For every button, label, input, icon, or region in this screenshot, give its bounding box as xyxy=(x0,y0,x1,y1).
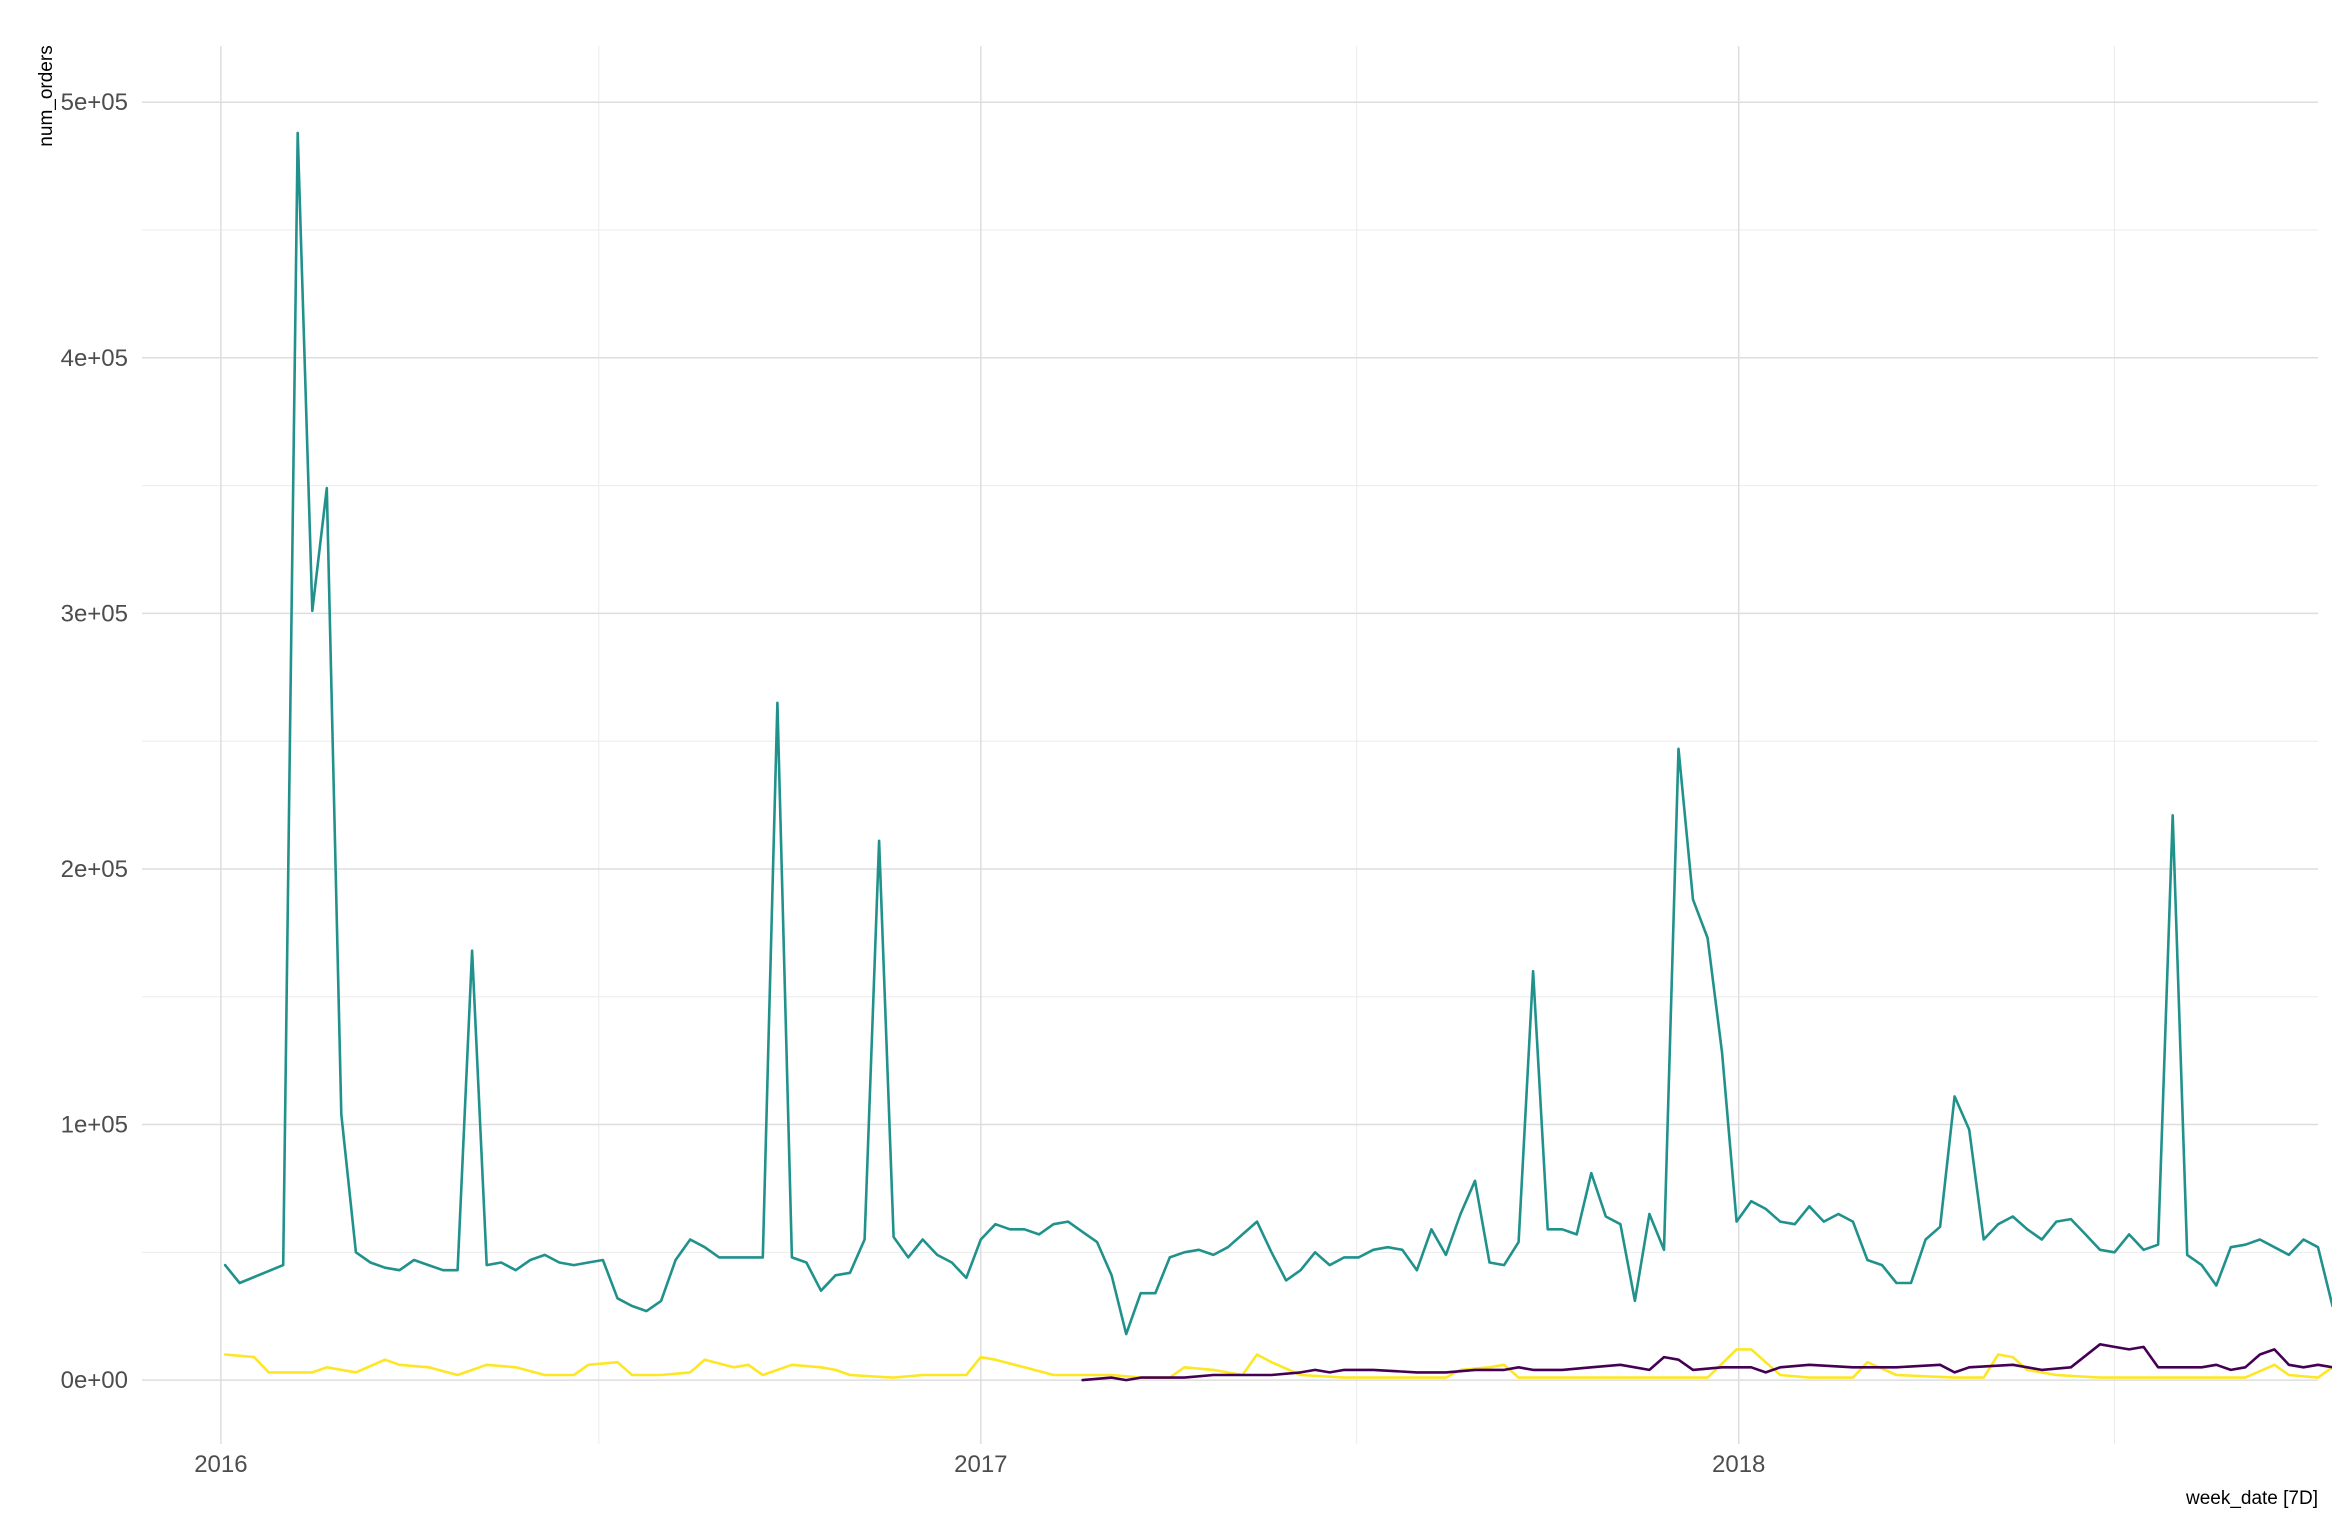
series-lines xyxy=(223,131,2332,1382)
y-tick-label: 4e+05 xyxy=(61,345,128,372)
y-tick-label: 0e+00 xyxy=(61,1367,128,1394)
major-gridlines xyxy=(142,46,2318,1444)
y-tick-label: 1e+05 xyxy=(61,1112,128,1139)
series-line-3 xyxy=(1081,1343,2332,1382)
x-axis-title: week_date [7D] xyxy=(2185,1488,2318,1509)
minor-gridlines xyxy=(142,46,2318,1444)
y-tick-label: 3e+05 xyxy=(61,600,128,627)
series-line-1 xyxy=(223,131,2332,1336)
y-tick-label: 5e+05 xyxy=(61,89,128,116)
x-tick-label: 2017 xyxy=(954,1451,1007,1478)
x-tick-label: 2018 xyxy=(1712,1451,1765,1478)
y-axis-tick-labels: 0e+00 1e+05 2e+05 3e+05 4e+05 5e+05 xyxy=(61,89,128,1394)
y-tick-label: 2e+05 xyxy=(61,856,128,883)
y-axis-title: num_orders xyxy=(36,45,57,146)
series-line-2 xyxy=(223,1348,2332,1379)
x-tick-label: 2016 xyxy=(194,1451,247,1478)
x-axis-tick-labels: 2016 2017 2018 xyxy=(194,1451,1765,1478)
